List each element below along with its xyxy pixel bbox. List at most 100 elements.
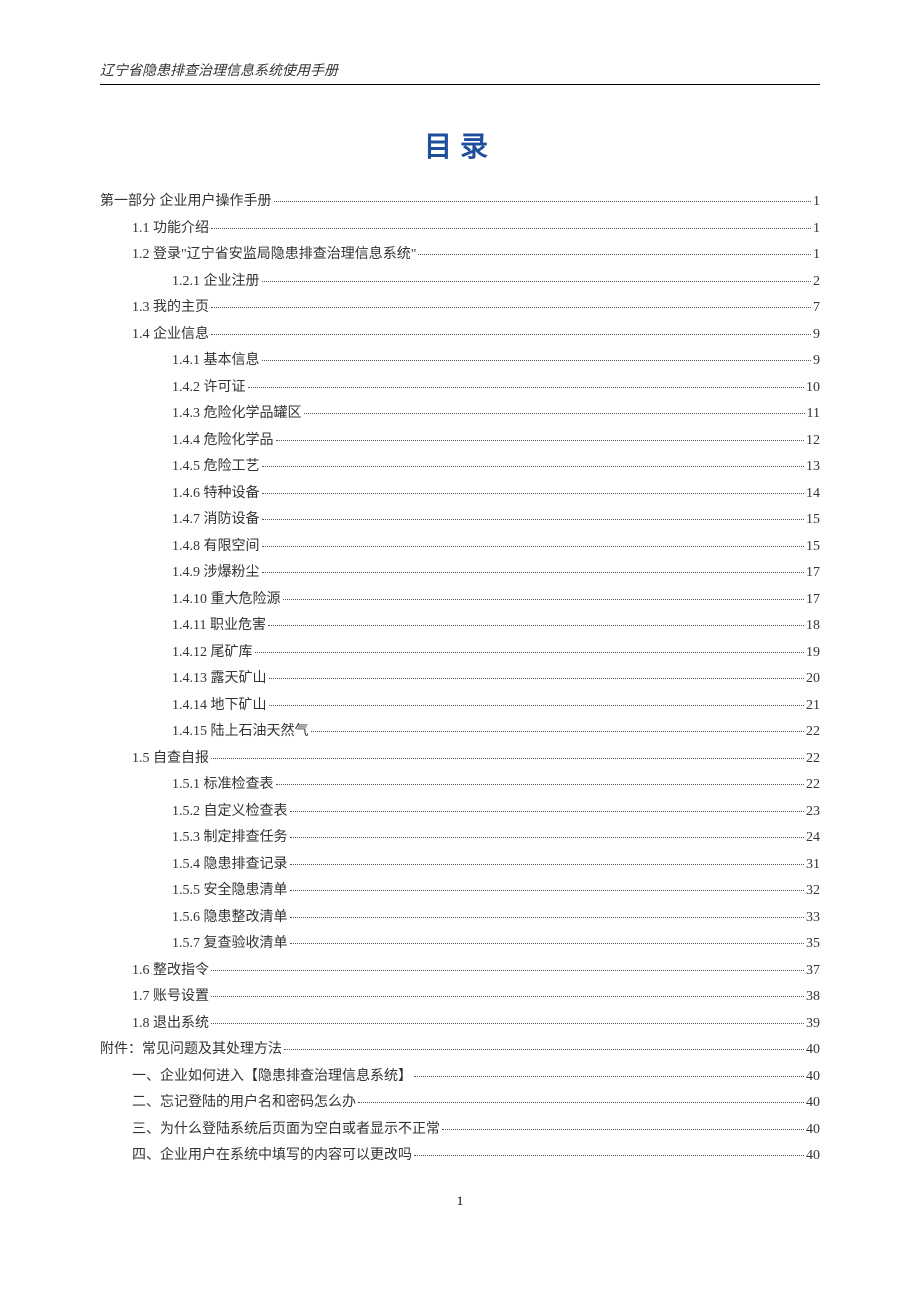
toc-dots xyxy=(290,864,805,865)
toc-entry-page: 35 xyxy=(806,937,820,951)
toc-dots xyxy=(304,413,805,414)
toc-entry[interactable]: 1.5.7 复查验收清单35 xyxy=(100,937,820,951)
toc-dots xyxy=(269,705,805,706)
toc-entry[interactable]: 1.4.10 重大危险源17 xyxy=(100,593,820,607)
toc-entry-page: 1 xyxy=(813,248,820,262)
toc-entry-page: 33 xyxy=(806,911,820,925)
toc-entry[interactable]: 1.4.3 危险化学品罐区11 xyxy=(100,407,820,421)
toc-entry[interactable]: 1.5.1 标准检查表22 xyxy=(100,778,820,792)
toc-entry[interactable]: 1.4.5 危险工艺13 xyxy=(100,460,820,474)
toc-entry-label: 1.4.8 有限空间 xyxy=(172,540,260,554)
toc-dots xyxy=(442,1129,804,1130)
toc-entry-label: 1.4.13 露天矿山 xyxy=(172,672,267,686)
toc-dots xyxy=(274,201,812,202)
document-page: 辽宁省隐患排查治理信息系统使用手册 目录 第一部分 企业用户操作手册11.1 功… xyxy=(0,0,920,1249)
toc-entry[interactable]: 1.5.2 自定义检查表23 xyxy=(100,805,820,819)
toc-dots xyxy=(211,996,804,997)
toc-entry[interactable]: 1.4.1 基本信息9 xyxy=(100,354,820,368)
toc-entry-page: 11 xyxy=(807,407,820,421)
toc-entry[interactable]: 1.7 账号设置38 xyxy=(100,990,820,1004)
toc-entry-page: 21 xyxy=(806,699,820,713)
toc-dots xyxy=(414,1155,804,1156)
toc-entry[interactable]: 1.2.1 企业注册2 xyxy=(100,275,820,289)
toc-entry[interactable]: 1.5.3 制定排查任务24 xyxy=(100,831,820,845)
toc-entry-label: 1.4.9 涉爆粉尘 xyxy=(172,566,260,580)
toc-dots xyxy=(262,466,805,467)
toc-dots xyxy=(290,943,805,944)
toc-entry-label: 1.4.2 许可证 xyxy=(172,381,246,395)
toc-entry-page: 40 xyxy=(806,1149,820,1163)
toc-entry[interactable]: 1.4.11 职业危害18 xyxy=(100,619,820,633)
toc-dots xyxy=(262,546,805,547)
toc-entry-label: 1.4.4 危险化学品 xyxy=(172,434,274,448)
toc-entry-label: 1.4 企业信息 xyxy=(132,328,209,342)
toc-entry-page: 20 xyxy=(806,672,820,686)
toc-entry-label: 一、企业如何进入【隐患排查治理信息系统】 xyxy=(132,1070,412,1084)
toc-entry[interactable]: 附件：常见问题及其处理方法40 xyxy=(100,1043,820,1057)
toc-entry[interactable]: 1.5.4 隐患排查记录 31 xyxy=(100,858,820,872)
toc-entry-page: 40 xyxy=(806,1070,820,1084)
toc-dots xyxy=(255,652,805,653)
toc-entry-page: 15 xyxy=(806,540,820,554)
toc-entry-page: 22 xyxy=(806,725,820,739)
toc-entry-label: 四、企业用户在系统中填写的内容可以更改吗 xyxy=(132,1149,412,1163)
toc-entry[interactable]: 一、企业如何进入【隐患排查治理信息系统】 40 xyxy=(100,1070,820,1084)
toc-dots xyxy=(211,970,804,971)
toc-entry[interactable]: 第一部分 企业用户操作手册1 xyxy=(100,195,820,209)
toc-entry-label: 1.1 功能介绍 xyxy=(132,222,209,236)
toc-entry[interactable]: 1.4 企业信息 9 xyxy=(100,328,820,342)
toc-entry[interactable]: 1.4.12 尾矿库 19 xyxy=(100,646,820,660)
toc-dots xyxy=(290,811,805,812)
toc-entry[interactable]: 1.4.7 消防设备15 xyxy=(100,513,820,527)
toc-entry[interactable]: 1.2 登录"辽宁省安监局隐患排查治理信息系统" 1 xyxy=(100,248,820,262)
toc-dots xyxy=(211,334,811,335)
toc-entry[interactable]: 1.6 整改指令37 xyxy=(100,964,820,978)
toc-dots xyxy=(358,1102,804,1103)
toc-entry[interactable]: 1.4.4 危险化学品12 xyxy=(100,434,820,448)
toc-entry-page: 18 xyxy=(806,619,820,633)
toc-entry[interactable]: 1.4.2 许可证 10 xyxy=(100,381,820,395)
toc-entry[interactable]: 1.4.14 地下矿山 21 xyxy=(100,699,820,713)
toc-dots xyxy=(418,254,811,255)
toc-entry-label: 1.4.14 地下矿山 xyxy=(172,699,267,713)
toc-entry-label: 1.4.12 尾矿库 xyxy=(172,646,253,660)
toc-entry-label: 1.4.10 重大危险源 xyxy=(172,593,281,607)
toc-entry-label: 1.5.4 隐患排查记录 xyxy=(172,858,288,872)
toc-dots xyxy=(290,917,805,918)
toc-dots xyxy=(262,281,812,282)
toc-entry-label: 1.5.3 制定排查任务 xyxy=(172,831,288,845)
toc-dots xyxy=(211,307,811,308)
toc-entry-page: 14 xyxy=(806,487,820,501)
toc-entry[interactable]: 1.5 自查自报22 xyxy=(100,752,820,766)
toc-entry-page: 40 xyxy=(806,1096,820,1110)
toc-entry[interactable]: 1.5.6 隐患整改清单33 xyxy=(100,911,820,925)
toc-dots xyxy=(414,1076,804,1077)
toc-dots xyxy=(211,758,804,759)
toc-entry[interactable]: 1.1 功能介绍1 xyxy=(100,222,820,236)
toc-entry-label: 第一部分 企业用户操作手册 xyxy=(100,195,272,209)
toc-entry[interactable]: 1.4.9 涉爆粉尘17 xyxy=(100,566,820,580)
toc-entry-label: 三、为什么登陆系统后页面为空白或者显示不正常 xyxy=(132,1123,440,1137)
toc-entry-page: 13 xyxy=(806,460,820,474)
toc-entry[interactable]: 1.4.13 露天矿山 20 xyxy=(100,672,820,686)
toc-entry-label: 1.2.1 企业注册 xyxy=(172,275,260,289)
toc-entry-label: 1.4.1 基本信息 xyxy=(172,354,260,368)
toc-entry-page: 19 xyxy=(806,646,820,660)
toc-entry[interactable]: 四、企业用户在系统中填写的内容可以更改吗 40 xyxy=(100,1149,820,1163)
toc-entry-page: 10 xyxy=(806,381,820,395)
toc-entry[interactable]: 1.4.8 有限空间 15 xyxy=(100,540,820,554)
toc-entry[interactable]: 1.4.6 特种设备14 xyxy=(100,487,820,501)
toc-entry-page: 9 xyxy=(813,328,820,342)
toc-entry[interactable]: 1.8 退出系统39 xyxy=(100,1017,820,1031)
toc-entry[interactable]: 1.4.15 陆上石油天然气22 xyxy=(100,725,820,739)
toc-entry-label: 1.2 登录"辽宁省安监局隐患排查治理信息系统" xyxy=(132,248,416,262)
toc-entry[interactable]: 1.5.5 安全隐患清单32 xyxy=(100,884,820,898)
toc-entry[interactable]: 1.3 我的主页7 xyxy=(100,301,820,315)
toc-entry-label: 1.4.7 消防设备 xyxy=(172,513,260,527)
toc-entry-label: 1.5.1 标准检查表 xyxy=(172,778,274,792)
toc-entry-label: 1.5 自查自报 xyxy=(132,752,209,766)
toc-entry[interactable]: 二、忘记登陆的用户名和密码怎么办40 xyxy=(100,1096,820,1110)
toc-entry[interactable]: 三、为什么登陆系统后页面为空白或者显示不正常40 xyxy=(100,1123,820,1137)
toc-entry-page: 31 xyxy=(806,858,820,872)
toc-entry-page: 32 xyxy=(806,884,820,898)
